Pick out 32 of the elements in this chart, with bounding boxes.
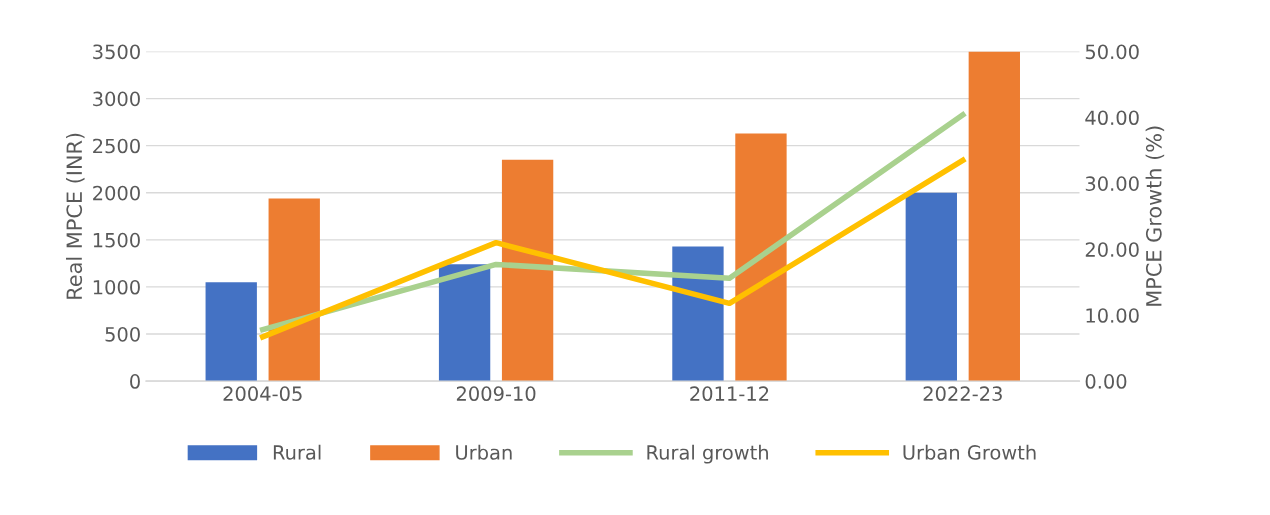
bar (672, 246, 724, 382)
y-tick-label: 500 (105, 326, 140, 342)
y2-tick-label: 40.00 (1085, 110, 1139, 126)
bar (268, 198, 320, 382)
x-tick-label: 2009-10 (456, 386, 536, 402)
y2-tick-label: 30.00 (1085, 176, 1139, 191)
legend-label: Rural (273, 444, 321, 460)
y-tick-label: 0 (130, 374, 140, 389)
legend-label: Rural growth (647, 444, 768, 464)
bar (438, 264, 491, 382)
y2-axis-title: MPCE Growth (%) (1145, 126, 1165, 306)
bar (501, 159, 554, 382)
x-tick-label: 2022-23 (923, 386, 1002, 402)
y-tick-label: 3500 (93, 44, 140, 60)
y2-tick-label: 20.00 (1085, 242, 1139, 257)
x-tick-label: 2011-12 (690, 386, 769, 402)
bar (968, 51, 1020, 382)
y2-tick-label: 50.00 (1085, 44, 1139, 60)
bar (735, 133, 787, 382)
bar (205, 282, 257, 382)
y-tick-label: 1500 (93, 232, 140, 248)
legend-label: Urban (456, 444, 512, 460)
legend-label: Urban Growth (903, 444, 1036, 460)
y-axis-title: Real MPCE (INR) (65, 133, 85, 299)
bar (905, 192, 957, 382)
y2-tick-label: 0.00 (1085, 374, 1127, 389)
y-tick-label: 1000 (93, 279, 140, 295)
x-tick-label: 2004-05 (223, 386, 302, 402)
y-tick-label: 2000 (93, 185, 140, 201)
y-tick-label: 2500 (93, 138, 140, 154)
y-tick-label: 3000 (93, 91, 140, 107)
y2-tick-label: 10.00 (1086, 308, 1139, 323)
